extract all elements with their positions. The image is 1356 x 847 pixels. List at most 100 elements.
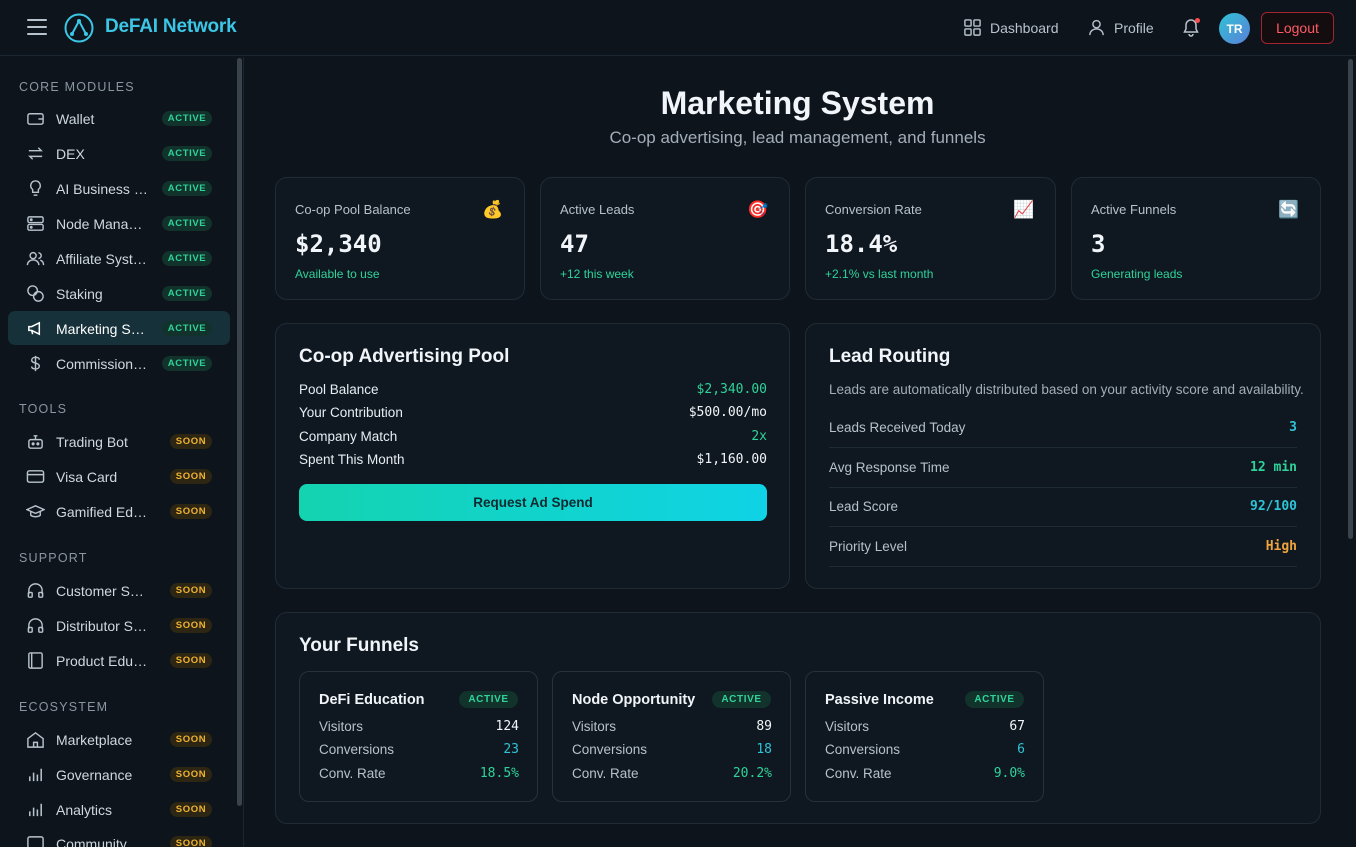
sidebar-item-label: AI Business Partner [56,181,150,197]
row-label: Conversions [825,742,901,757]
row-value: 3 [1289,420,1297,435]
stat-title: Active Leads [560,202,635,217]
nav-profile[interactable]: Profile [1087,18,1154,37]
chat-icon [26,834,45,847]
row-label: Your Contribution [299,405,403,420]
sidebar-item-label: Wallet [56,111,95,127]
sidebar-item-staking[interactable]: Staking ACTIVE [8,276,230,310]
row-value: $500.00/mo [688,405,767,420]
status-badge: SOON [170,653,212,668]
card-icon [26,467,45,486]
headphones-icon [26,581,45,600]
sidebar-item-ai-business-partner[interactable]: AI Business Partner ACTIVE [8,171,230,205]
status-badge: ACTIVE [712,691,771,708]
sidebar-item-product-education[interactable]: Product Education SOON [8,643,230,677]
funnel-card-node-opportunity[interactable]: Node Opportunity ACTIVE Visitors 89 Conve… [552,671,791,802]
main-scrollbar[interactable] [1348,59,1353,539]
row-value: 124 [495,719,519,734]
row-label: Conversions [572,742,648,757]
avatar[interactable]: TR [1219,13,1250,44]
stat-card-active-leads: Active Leads 🎯 47 +12 this week [540,177,790,300]
row-label: Conv. Rate [825,766,892,781]
main-content: Marketing System Co-op advertising, lead… [245,57,1356,847]
row-value: 6 [1017,742,1025,757]
row-label: Leads Received Today [829,420,966,435]
request-ad-spend-button[interactable]: Request Ad Spend [299,484,767,521]
stat-value: 3 [1091,230,1106,258]
lead-routing-row: Leads Received Today 3 [829,408,1297,448]
funnel-row: Conversions 6 [825,742,1025,757]
lead-routing-description: Leads are automatically distributed base… [829,382,1304,397]
status-badge: SOON [170,504,212,519]
section-support: SUPPORT [19,551,88,565]
sidebar-item-visa-card[interactable]: Visa Card SOON [8,459,230,493]
funnels-card: Your Funnels DeFi Education ACTIVE Visit… [275,612,1321,824]
funnel-row: Conversions 18 [572,742,772,757]
brand-name[interactable]: DeFAI Network [105,16,237,37]
notification-bell[interactable] [1181,17,1201,37]
wallet-icon [26,109,45,128]
lead-routing-card: Lead Routing Leads are automatically dis… [805,323,1321,589]
status-badge: ACTIVE [162,216,212,231]
sidebar-item-gamified-education[interactable]: Gamified Education SOON [8,494,230,528]
sidebar-scrollbar[interactable] [237,58,242,806]
logout-button[interactable]: Logout [1261,12,1334,44]
row-value: 9.0% [993,766,1025,781]
stat-card-active-funnels: Active Funnels 🔄 3 Generating leads [1071,177,1321,300]
sidebar-item-marketplace[interactable]: Marketplace SOON [8,722,230,756]
row-label: Conv. Rate [319,766,386,781]
status-badge: ACTIVE [965,691,1024,708]
sidebar-item-community[interactable]: Community SOON [8,826,230,847]
sidebar-item-analytics[interactable]: Analytics SOON [8,792,230,826]
nav-profile-label: Profile [1114,19,1154,36]
megaphone-icon [26,319,45,338]
bell-icon [1183,19,1199,37]
status-badge: SOON [170,469,212,484]
target-icon: 🎯 [747,200,769,219]
row-value: 20.2% [732,766,772,781]
sidebar-item-commission-system[interactable]: Commission System ACTIVE [8,346,230,380]
row-value: 2x [751,429,767,444]
headphones-icon [26,616,45,635]
funnel-card-defi-education[interactable]: DeFi Education ACTIVE Visitors 124 Conver… [299,671,538,802]
sidebar-item-trading-bot[interactable]: Trading Bot SOON [8,424,230,458]
sidebar-item-customer-support[interactable]: Customer Support SOON [8,573,230,607]
row-label: Company Match [299,429,398,444]
lead-routing-row: Lead Score 92/100 [829,487,1297,527]
logo-icon [64,13,94,43]
coop-row: Pool Balance $2,340.00 [299,382,767,397]
sidebar-item-label: Marketplace [56,732,133,748]
sidebar-item-governance[interactable]: Governance SOON [8,757,230,791]
stat-title: Co-op Pool Balance [295,202,411,217]
sidebar-item-node-management[interactable]: Node Management ACTIVE [8,206,230,240]
bot-icon [26,432,45,451]
sidebar-item-affiliate-system[interactable]: Affiliate System ACTIVE [8,241,230,275]
row-value: 92/100 [1250,499,1297,514]
sidebar-item-wallet[interactable]: Wallet ACTIVE [8,101,230,135]
sidebar-item-label: Marketing System [56,321,150,337]
status-badge: SOON [170,836,212,847]
nav-dashboard-label: Dashboard [990,19,1059,36]
sidebar-item-label: Community [56,836,127,847]
sidebar-item-label: Gamified Education [56,504,150,520]
nav-dashboard[interactable]: Dashboard [963,18,1059,37]
status-badge: ACTIVE [162,356,212,371]
status-badge: SOON [170,434,212,449]
row-value: 12 min [1250,460,1297,475]
menu-icon[interactable] [27,19,47,35]
stat-value: $2,340 [295,230,382,258]
sidebar-item-dex[interactable]: DEX ACTIVE [8,136,230,170]
status-badge: ACTIVE [459,691,518,708]
sidebar-item-label: Product Education [56,653,150,669]
sidebar-item-label: DEX [56,146,85,162]
card-title: Co-op Advertising Pool [299,346,510,367]
sidebar-item-marketing-system[interactable]: Marketing System ACTIVE [8,311,230,345]
sidebar-item-label: Visa Card [56,469,118,485]
sidebar-item-label: Staking [56,286,103,302]
stat-note: Available to use [295,267,380,281]
sidebar-item-distributor-support[interactable]: Distributor Support SOON [8,608,230,642]
status-badge: ACTIVE [162,251,212,266]
funnel-card-passive-income[interactable]: Passive Income ACTIVE Visitors 67 Convers… [805,671,1044,802]
status-badge: SOON [170,802,212,817]
page-title: Marketing System [660,85,935,121]
